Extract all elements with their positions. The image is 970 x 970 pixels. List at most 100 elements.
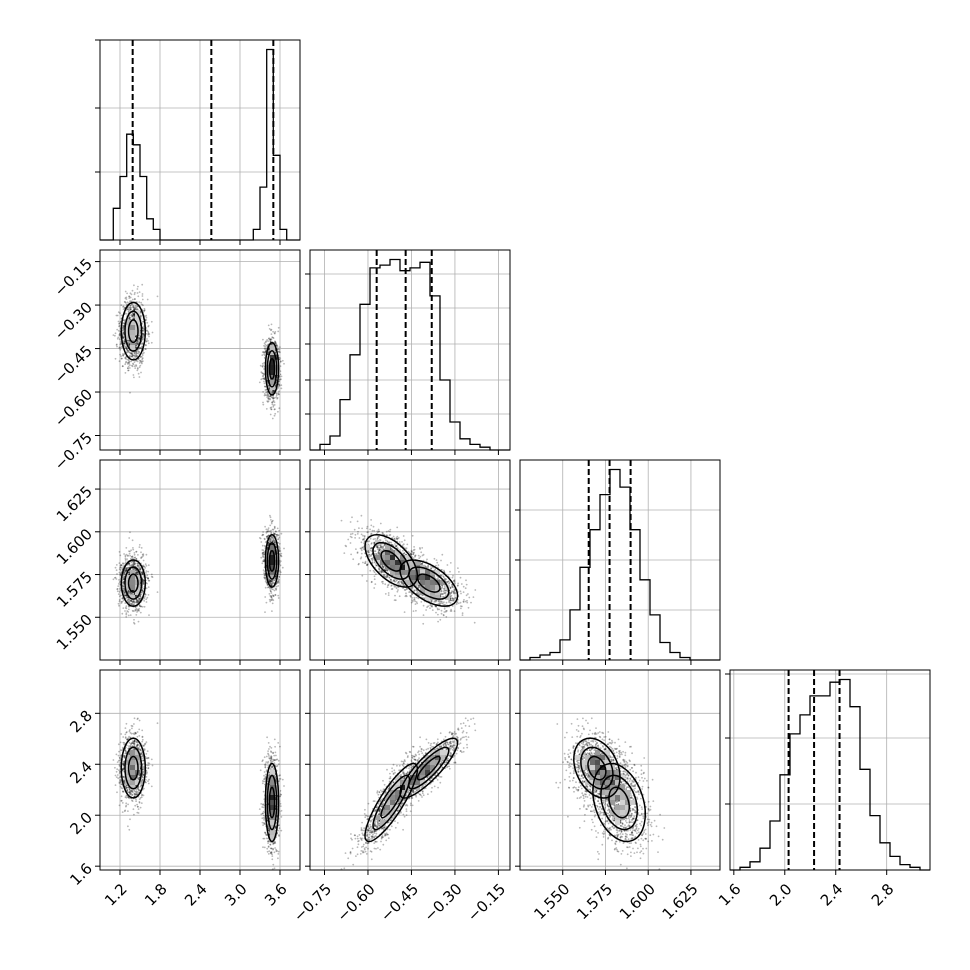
sample-point (123, 342, 125, 345)
sample-point (134, 608, 137, 611)
sample-point (135, 342, 138, 345)
sample-point (260, 371, 263, 373)
sample-point (124, 561, 127, 563)
sample-point (138, 350, 140, 353)
sample-point (133, 307, 136, 309)
sample-point (271, 396, 274, 399)
sample-point (140, 301, 143, 304)
sample-point (140, 360, 143, 363)
sample-point (135, 364, 137, 366)
sample-point (129, 306, 132, 309)
sample-point (267, 401, 269, 403)
sample-point (129, 296, 132, 299)
sample-point (132, 548, 135, 551)
sample-point (262, 549, 265, 552)
sample-point (279, 360, 282, 363)
sample-point (126, 341, 129, 343)
sample-point (135, 344, 138, 347)
sample-point (272, 595, 275, 597)
sample-point (141, 605, 144, 608)
sample-point (278, 536, 281, 539)
sample-point (131, 355, 134, 357)
density-layer (112, 514, 285, 625)
sample-point (277, 326, 280, 329)
sample-point (142, 332, 145, 335)
sample-point (131, 316, 133, 318)
sample-point (126, 349, 129, 352)
sample-point (264, 385, 266, 388)
sample-point (127, 598, 130, 600)
sample-point (140, 315, 143, 318)
sample-point (133, 622, 136, 625)
sample-point (135, 601, 138, 603)
sample-point (138, 348, 141, 350)
sample-point (143, 605, 146, 608)
sample-point (124, 356, 127, 359)
sample-point (263, 351, 266, 354)
sample-point (141, 572, 144, 574)
sample-point (134, 346, 137, 349)
sample-point (124, 570, 127, 572)
sample-point (119, 572, 122, 575)
sample-point (270, 337, 272, 340)
sample-point (129, 304, 132, 307)
sample-point (261, 354, 264, 356)
sample-point (148, 614, 150, 616)
sample-point (128, 314, 131, 317)
sample-point (145, 587, 148, 590)
sample-point (141, 571, 144, 574)
sample-point (118, 571, 121, 574)
sample-point (120, 345, 123, 348)
sample-point (132, 357, 135, 360)
sample-point (268, 337, 270, 340)
sample-point (121, 365, 124, 368)
sample-point (136, 292, 139, 294)
sample-point (131, 365, 134, 368)
sample-point (271, 602, 274, 605)
sample-point (118, 591, 121, 593)
sample-point (127, 367, 129, 370)
sample-point (280, 375, 283, 378)
sample-point (274, 594, 277, 596)
sample-point (142, 554, 145, 557)
sample-point (267, 340, 269, 342)
sample-point (122, 607, 125, 609)
sample-point (131, 355, 133, 358)
sample-point (261, 534, 264, 537)
sample-point (267, 395, 269, 397)
sample-point (277, 534, 280, 536)
sample-point (279, 351, 281, 354)
density-cell (125, 335, 130, 340)
sample-point (136, 600, 139, 603)
sample-point (140, 571, 143, 574)
sample-point (124, 306, 126, 309)
sample-point (122, 578, 125, 581)
sample-point (268, 593, 271, 595)
sample-point (133, 313, 136, 316)
sample-point (143, 309, 146, 312)
sample-point (139, 611, 142, 614)
sample-point (132, 363, 135, 366)
sample-point (280, 384, 283, 387)
density-cell (135, 310, 140, 315)
sample-point (125, 553, 128, 556)
sample-point (139, 605, 141, 607)
sample-point (117, 320, 120, 323)
contour-1-2 (124, 310, 143, 352)
density-cell (270, 350, 275, 355)
sample-point (135, 598, 138, 601)
sample-point (139, 346, 142, 349)
sample-point (147, 340, 149, 342)
sample-point (135, 306, 138, 309)
sample-point (263, 353, 265, 356)
density-cell (130, 325, 135, 330)
sample-point (272, 390, 275, 393)
sample-point (118, 338, 121, 341)
sample-point (122, 353, 124, 355)
sample-point (131, 356, 134, 358)
sample-point (147, 586, 150, 588)
sample-point (275, 392, 278, 394)
y-tick-label: 1.575 (53, 568, 96, 611)
sample-point (121, 612, 124, 615)
sample-point (264, 394, 267, 396)
